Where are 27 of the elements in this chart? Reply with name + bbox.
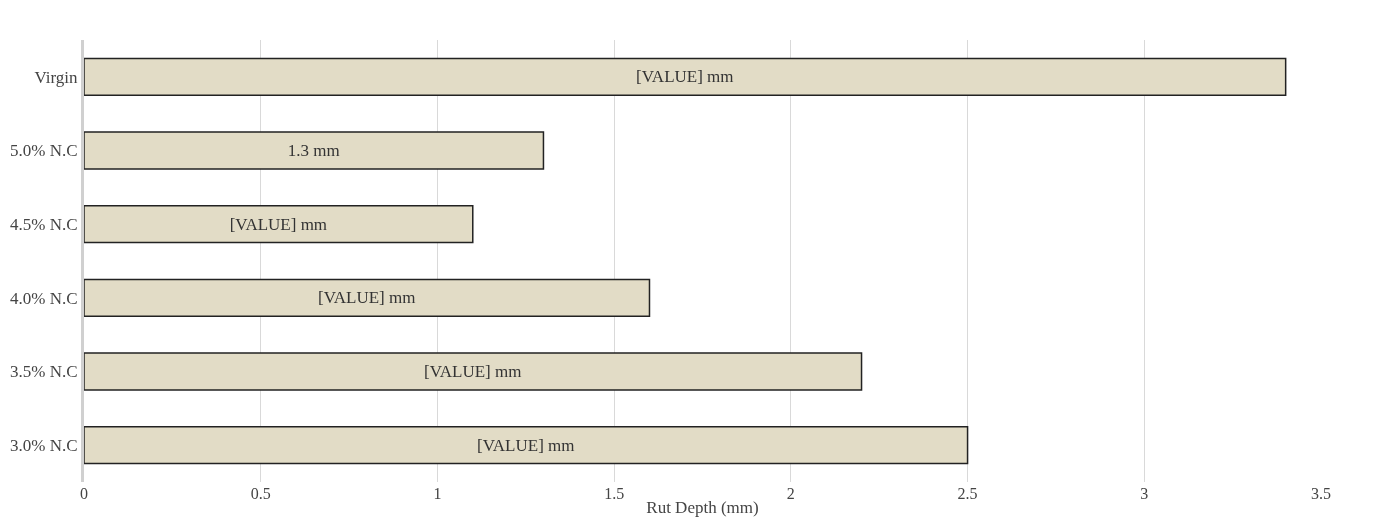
x-tick-label: 1 (433, 485, 442, 502)
data-label: [VALUE] mm (318, 288, 416, 308)
x-tick-label: 2.5 (957, 485, 978, 502)
x-tick-label: 0.5 (250, 485, 271, 502)
y-tick-label: 4.0% N.C (10, 288, 78, 308)
y-tick-label: 5.0% N.C (10, 141, 78, 161)
x-axis-title: Rut Depth (mm) (646, 498, 759, 518)
bar (84, 426, 969, 465)
x-tick-label: 3.5 (1311, 485, 1331, 502)
x-tick-label: 3 (1140, 485, 1149, 502)
data-label: [VALUE] mm (477, 435, 575, 455)
y-tick-label: Virgin (34, 67, 79, 87)
bar (84, 131, 545, 170)
data-label: [VALUE] mm (636, 67, 734, 87)
y-tick-label: 3.5% N.C (10, 362, 78, 382)
data-label: [VALUE] mm (424, 362, 522, 381)
x-tick-label: 1.5 (604, 485, 625, 502)
bar (84, 352, 863, 391)
y-tick-label: 4.5% N.C (10, 215, 78, 235)
y-tick-label: 3.0% N.C (10, 436, 78, 456)
data-label: [VALUE] mm (229, 214, 328, 234)
x-tick-label: 2 (786, 485, 795, 502)
x-tick-label: 0 (80, 485, 88, 502)
data-label: 1.3 mm (287, 141, 340, 160)
bar (84, 57, 1287, 96)
bar (84, 205, 474, 244)
bar (84, 278, 651, 317)
